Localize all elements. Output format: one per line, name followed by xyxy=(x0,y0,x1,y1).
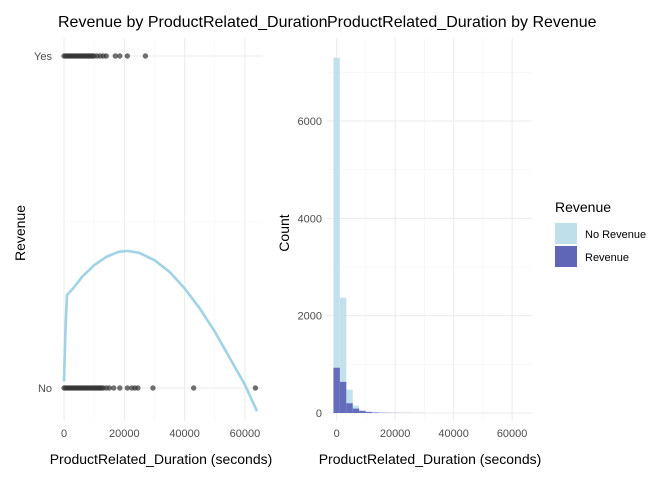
left-y-axis-label: Revenue xyxy=(12,205,28,261)
histogram-bar-revenue xyxy=(346,403,353,413)
legend: Revenue No Revenue Revenue xyxy=(555,199,646,267)
histogram-bar-no-revenue xyxy=(333,57,340,413)
left-points-layer xyxy=(61,53,259,391)
legend-label-no-revenue: No Revenue xyxy=(585,229,646,241)
left-panel: Revenue by ProductRelated_Duration 0 2000… xyxy=(12,14,328,467)
right-y-tick-label: 4000 xyxy=(298,213,322,225)
scatter-point-no xyxy=(106,385,112,391)
right-x-tick-labels: 0 20000 40000 60000 xyxy=(334,428,528,440)
right-x-axis-label: ProductRelated_Duration (seconds) xyxy=(319,451,542,467)
scatter-point-yes xyxy=(124,53,131,59)
scatter-point-no xyxy=(111,385,117,391)
histogram-bar-no-revenue xyxy=(346,389,353,413)
left-y-tick-label: No xyxy=(38,383,52,395)
right-y-tick-label: 0 xyxy=(316,408,322,420)
legend-label-revenue: Revenue xyxy=(585,252,629,264)
left-x-tick-label: 40000 xyxy=(169,428,200,440)
right-x-tick-label: 20000 xyxy=(380,428,411,440)
right-x-tick-label: 60000 xyxy=(497,428,528,440)
histogram-bar-revenue xyxy=(339,381,347,413)
legend-title: Revenue xyxy=(555,199,611,215)
legend-swatch-revenue xyxy=(555,246,577,267)
scatter-point-yes xyxy=(112,53,118,59)
scatter-point-no xyxy=(190,385,197,391)
scatter-point-yes xyxy=(103,53,109,59)
scatter-point-no xyxy=(124,385,131,391)
left-x-tick-label: 20000 xyxy=(109,428,140,440)
histogram-bar-revenue xyxy=(365,412,373,413)
right-gridlines xyxy=(327,38,532,421)
scatter-point-no xyxy=(150,385,156,391)
scatter-point-no xyxy=(252,385,259,391)
left-x-tick-labels: 0 20000 40000 60000 xyxy=(61,428,260,440)
left-y-tick-labels: No Yes xyxy=(34,51,52,395)
right-x-tick-label: 0 xyxy=(334,428,340,440)
left-x-axis-label: ProductRelated_Duration (seconds) xyxy=(50,451,273,467)
left-smooth-layer xyxy=(62,249,259,412)
right-y-tick-label: 6000 xyxy=(298,116,322,128)
histogram-bar-revenue xyxy=(359,411,366,413)
scatter-point-no xyxy=(135,385,141,391)
left-x-tick-label: 0 xyxy=(61,428,67,440)
right-x-tick-label: 40000 xyxy=(438,428,469,440)
left-y-tick-label: Yes xyxy=(34,51,52,63)
right-bars-layer xyxy=(333,57,424,413)
scatter-point-yes xyxy=(142,53,149,59)
scatter-point-no xyxy=(117,385,123,391)
histogram-bar-revenue xyxy=(352,408,360,413)
right-chart-title: ProductRelated_Duration by Revenue xyxy=(327,14,597,31)
right-y-tick-label: 2000 xyxy=(298,311,322,323)
right-y-axis-label: Count xyxy=(276,214,292,251)
smooth-trend-line xyxy=(62,249,259,412)
right-panel: ProductRelated_Duration by Revenue 0 2000… xyxy=(276,14,597,467)
histogram-bar-revenue xyxy=(333,367,340,413)
right-y-tick-labels: 0 2000 4000 6000 xyxy=(298,116,322,420)
scatter-point-yes xyxy=(117,53,123,59)
histogram-bar-no-revenue xyxy=(339,297,347,413)
legend-swatch-no-revenue xyxy=(555,223,577,244)
left-x-tick-label: 60000 xyxy=(230,428,261,440)
left-chart-title: Revenue by ProductRelated_Duration xyxy=(58,14,328,31)
